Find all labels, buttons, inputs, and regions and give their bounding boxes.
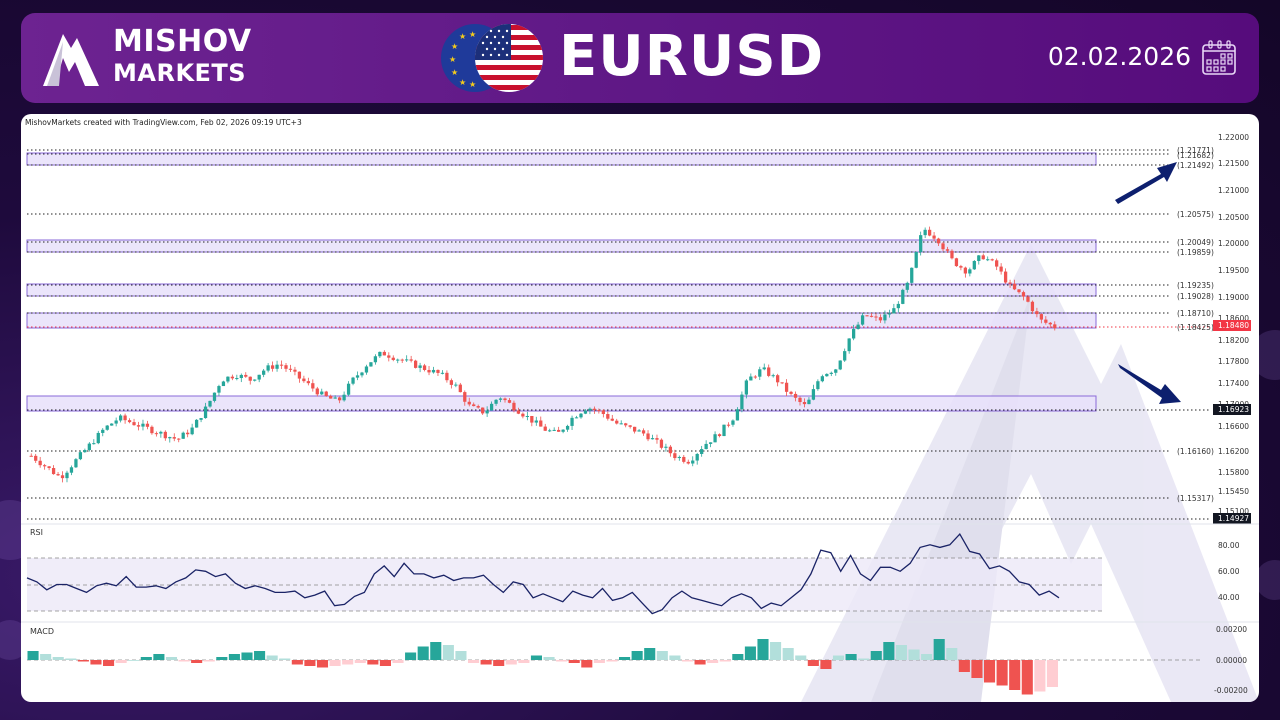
svg-text:(1.18425): (1.18425) xyxy=(1177,323,1214,332)
background-bokeh xyxy=(1255,560,1280,600)
svg-text:1.17800: 1.17800 xyxy=(1218,357,1249,366)
svg-text:(1.19235): (1.19235) xyxy=(1177,281,1214,290)
level-labels: (1.21771) (1.21682) (1.21492) (1.20575) … xyxy=(1177,146,1214,503)
macd-axis: 0.00200 0.00000 -0.00200 xyxy=(1214,625,1248,695)
svg-text:1.16200: 1.16200 xyxy=(1218,447,1249,456)
svg-text:(1.20049): (1.20049) xyxy=(1177,238,1214,247)
svg-text:(1.19859): (1.19859) xyxy=(1177,248,1214,257)
chart-date: 02.02.2026 xyxy=(1047,42,1191,71)
svg-text:1.18600: 1.18600 xyxy=(1218,314,1249,323)
svg-text:0.00000: 0.00000 xyxy=(1216,656,1247,665)
price-axis: 1.22000 1.21500 1.21000 1.20500 1.20000 … xyxy=(1213,133,1251,524)
svg-text:1.16600: 1.16600 xyxy=(1218,422,1249,431)
svg-text:1.21000: 1.21000 xyxy=(1218,186,1249,195)
level-tag-1 xyxy=(1213,404,1251,415)
svg-text:(1.21682): (1.21682) xyxy=(1177,151,1214,160)
svg-text:★: ★ xyxy=(459,78,466,87)
svg-text:1.22000: 1.22000 xyxy=(1218,133,1249,142)
macd-title: MACD xyxy=(30,627,54,636)
svg-text:40.00: 40.00 xyxy=(1218,593,1240,602)
svg-text:1.18480: 1.18480 xyxy=(1218,321,1249,330)
header-banner: MISHOV MARKETS ★ ★ ★ ★ ★ ★ ★ xyxy=(21,13,1259,103)
svg-text:(1.16160): (1.16160) xyxy=(1177,447,1214,456)
pair-title: EURUSD xyxy=(559,24,825,89)
svg-text:1.20500: 1.20500 xyxy=(1218,213,1249,222)
chart-panel[interactable]: MishovMarkets created with TradingView.c… xyxy=(21,114,1259,702)
svg-text:(1.20575): (1.20575) xyxy=(1177,210,1214,219)
svg-text:★: ★ xyxy=(449,55,456,64)
svg-text:1.15800: 1.15800 xyxy=(1218,468,1249,477)
brand-line1: MISHOV xyxy=(113,24,252,59)
brand-line2: MARKETS xyxy=(113,59,247,87)
arrow-down-icon xyxy=(1118,364,1181,404)
price-chart[interactable]: (1.21771) (1.21682) (1.21492) (1.20575) … xyxy=(21,114,1259,702)
svg-text:1.19500: 1.19500 xyxy=(1218,266,1249,275)
svg-text:1.18200: 1.18200 xyxy=(1218,336,1249,345)
sr-zones xyxy=(26,152,1097,412)
svg-text:1.19000: 1.19000 xyxy=(1218,293,1249,302)
level-tag-2 xyxy=(1213,513,1251,524)
chart-credit: MishovMarkets created with TradingView.c… xyxy=(25,118,302,127)
svg-text:0.00200: 0.00200 xyxy=(1216,625,1247,634)
svg-text:★: ★ xyxy=(451,68,458,77)
macd-histogram xyxy=(27,639,1058,695)
us-flag-icon xyxy=(475,24,543,92)
svg-text:(1.15317): (1.15317) xyxy=(1177,494,1214,503)
svg-text:60.00: 60.00 xyxy=(1218,567,1240,576)
arrow-up-icon xyxy=(1115,162,1177,204)
svg-text:★: ★ xyxy=(469,30,476,39)
svg-text:(1.21492): (1.21492) xyxy=(1177,161,1214,170)
svg-text:★: ★ xyxy=(469,80,476,89)
candlesticks xyxy=(29,226,1057,483)
svg-text:1.15100: 1.15100 xyxy=(1218,507,1249,516)
svg-text:1.15450: 1.15450 xyxy=(1218,487,1249,496)
svg-text:-0.00200: -0.00200 xyxy=(1214,686,1248,695)
rsi-line xyxy=(26,533,1060,615)
svg-text:(1.18710): (1.18710) xyxy=(1177,309,1214,318)
rsi-band xyxy=(27,558,1102,611)
svg-text:1.21500: 1.21500 xyxy=(1218,159,1249,168)
svg-text:(1.21771): (1.21771) xyxy=(1177,146,1214,155)
svg-text:80.00: 80.00 xyxy=(1218,541,1240,550)
svg-text:(1.19028): (1.19028) xyxy=(1177,292,1214,301)
svg-text:★: ★ xyxy=(451,42,458,51)
calendar-icon xyxy=(1202,40,1236,75)
svg-text:1.16923: 1.16923 xyxy=(1218,405,1249,414)
rsi-axis: 80.00 60.00 40.00 xyxy=(1218,541,1240,602)
svg-text:★: ★ xyxy=(459,32,466,41)
last-price-tag xyxy=(1213,320,1251,331)
brand-name: MISHOV MARKETS xyxy=(113,24,252,87)
svg-text:1.20000: 1.20000 xyxy=(1218,239,1249,248)
svg-text:1.14927: 1.14927 xyxy=(1218,514,1249,523)
currency-flags: ★ ★ ★★ ★★ ★ xyxy=(441,24,543,92)
mountain-logo-icon xyxy=(43,34,99,86)
svg-text:1.17400: 1.17400 xyxy=(1218,379,1249,388)
rsi-title: RSI xyxy=(30,528,43,537)
horizontal-levels xyxy=(27,149,1211,520)
